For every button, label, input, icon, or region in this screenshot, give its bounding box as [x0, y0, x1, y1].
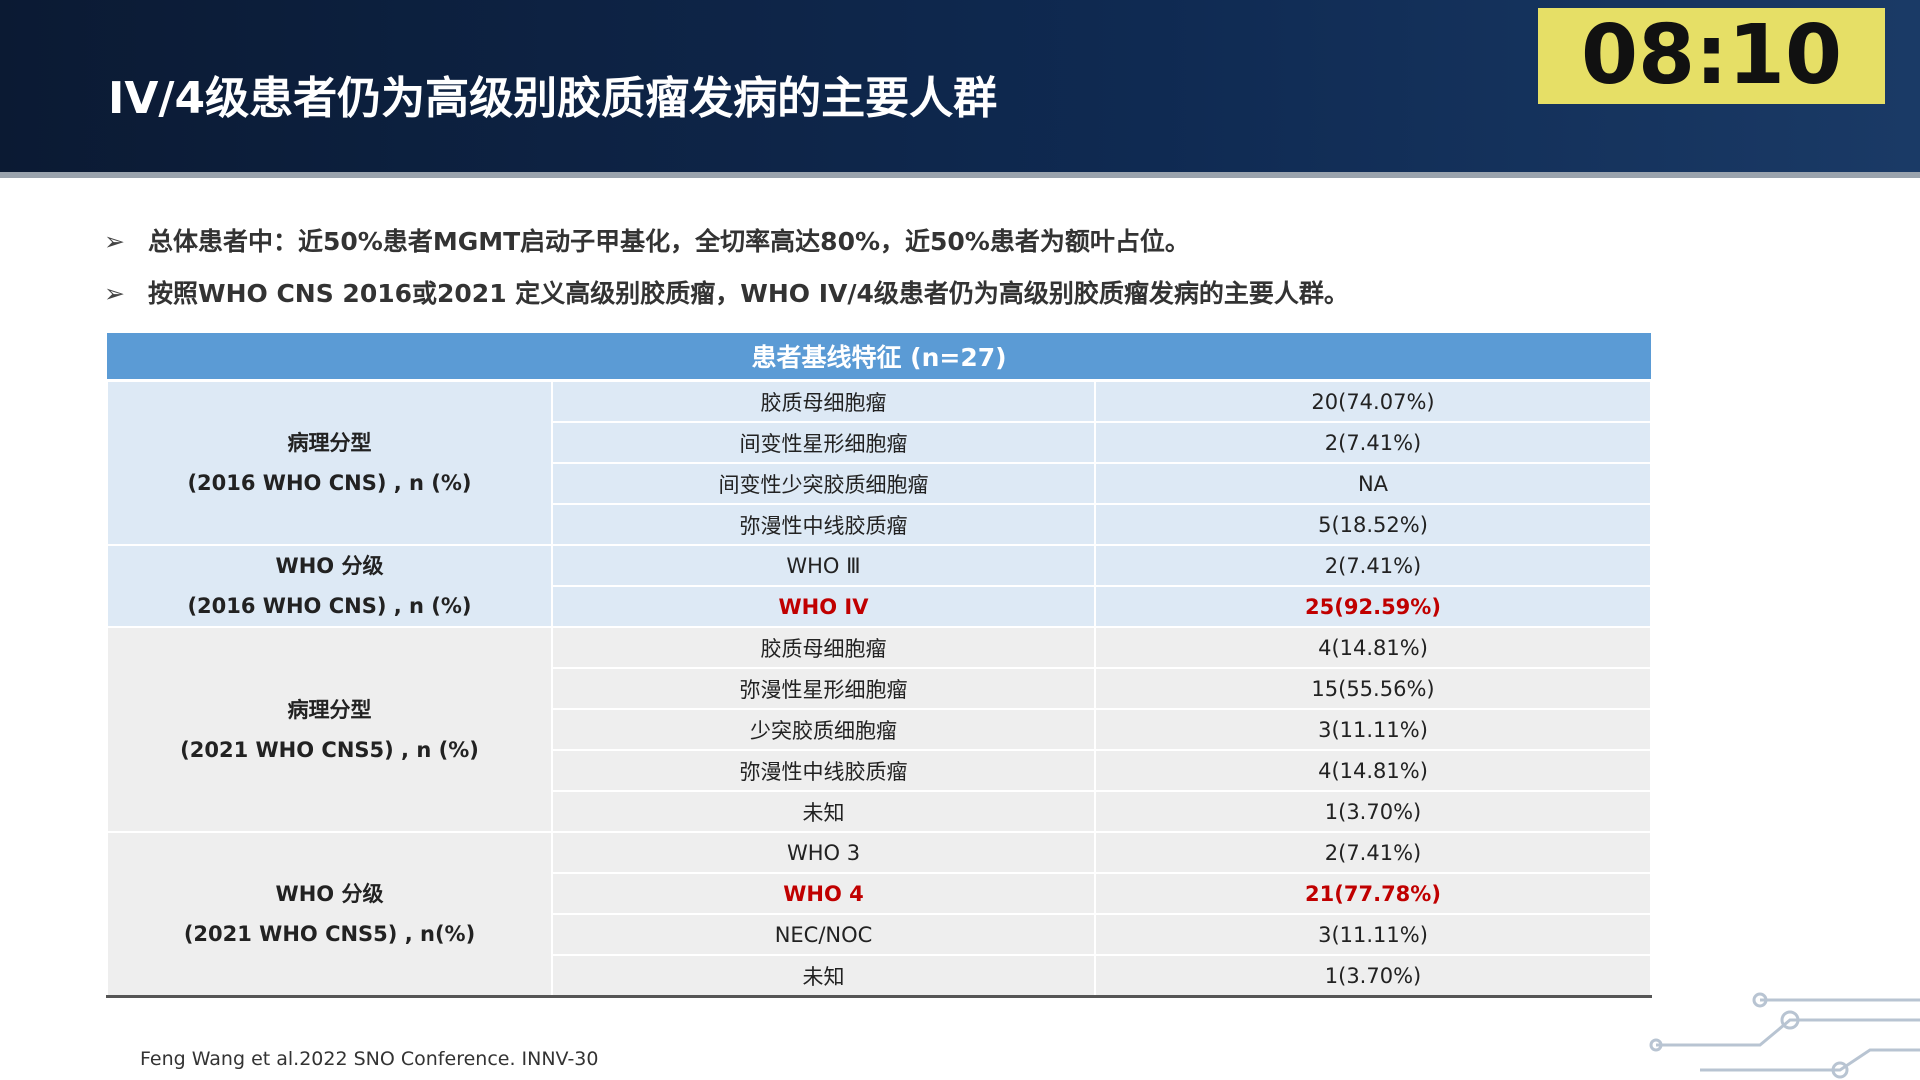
table-row: 病理分型 (2016 WHO CNS) , n (%) 胶质母细胞瘤 20(74.07…	[106, 379, 1652, 546]
value-cell: 3(11.11%)	[1094, 913, 1652, 956]
value-cell: 4(14.81%)	[1094, 749, 1652, 792]
baseline-table: 患者基线特征 (n=27) 病理分型 (2016 WHO CNS) , n (%)…	[106, 333, 1652, 998]
group-label: WHO 分级 (2021 WHO CNS5) , n(%)	[106, 831, 553, 998]
table-header-row: 患者基线特征 (n=27)	[107, 333, 1651, 382]
bullet-arrow: ➢	[104, 227, 125, 256]
table-title: 患者基线特征 (n=27)	[107, 333, 1651, 382]
table-row: 弥漫性中线胶质瘤 5(18.52%)	[107, 503, 1652, 546]
item-cell: 胶质母细胞瘤	[551, 626, 1096, 669]
footnote: Feng Wang et al.2022 SNO Conference. INN…	[140, 1048, 599, 1070]
item-cell: 弥漫性中线胶质瘤	[551, 503, 1096, 546]
group-label: 病理分型 (2016 WHO CNS) , n (%)	[106, 379, 553, 546]
value-cell: 2(7.41%)	[1094, 421, 1652, 464]
group-label-line: (2021 WHO CNS5) , n(%)	[183, 922, 476, 946]
group-label: WHO 分级 (2016 WHO CNS) , n (%)	[106, 544, 553, 628]
item-cell: 间变性少突胶质细胞瘤	[551, 462, 1096, 505]
value-cell: 21(77.78%)	[1094, 872, 1652, 915]
circuit-decoration	[1649, 992, 1920, 1079]
item-cell: 少突胶质细胞瘤	[551, 708, 1096, 751]
group-label-line: 病理分型	[287, 697, 372, 722]
table-body: 病理分型 (2016 WHO CNS) , n (%) 胶质母细胞瘤 20(74.07…	[106, 379, 1652, 998]
item-cell: WHO Ⅲ	[551, 544, 1096, 587]
group-label-line: (2021 WHO CNS5) , n (%)	[180, 737, 479, 762]
item-cell: WHO 3	[551, 831, 1096, 874]
item-cell: 弥漫性中线胶质瘤	[551, 749, 1096, 792]
item-cell: WHO 4	[551, 872, 1096, 915]
bullet-text: 总体患者中：近50%患者MGMT启动子甲基化，全切率高达80%，近50%患者为额…	[148, 227, 1190, 256]
timer: 08:10	[1538, 8, 1885, 104]
bullet-arrow: ➢	[104, 279, 125, 308]
group-label-line: (2016 WHO CNS) , n (%)	[187, 471, 472, 495]
table-row: 未知 1(3.70%)	[107, 790, 1652, 833]
bullet: ➢ 按照WHO CNS 2016或2021 定义高级别胶质瘤，WHO IV/4级患…	[104, 274, 1349, 310]
group-label: 病理分型 (2021 WHO CNS5) , n (%)	[106, 626, 553, 833]
item-cell: 胶质母细胞瘤	[551, 379, 1096, 423]
item-cell: NEC/NOC	[551, 913, 1096, 956]
item-cell: 间变性星形细胞瘤	[551, 421, 1096, 464]
bullet-text: 按照WHO CNS 2016或2021 定义高级别胶质瘤，WHO IV/4级患者…	[148, 279, 1349, 308]
value-cell: 20(74.07%)	[1094, 379, 1652, 423]
value-cell: NA	[1094, 462, 1652, 505]
group-label-line: WHO 分级	[275, 882, 384, 906]
value-cell: 1(3.70%)	[1094, 954, 1652, 998]
group-label-line: 病理分型	[287, 431, 372, 455]
table-row: WHO 分级 (2021 WHO CNS5) , n(%) WHO 3 2(7.41%…	[106, 831, 1652, 998]
table-row: 病理分型 (2021 WHO CNS5) , n (%) 胶质母细胞瘤 4(14.81…	[106, 626, 1652, 833]
header-band: IV/4级患者仍为高级别胶质瘤发病的主要人群 08:10	[0, 0, 1920, 178]
table-row: WHO 分级 (2016 WHO CNS) , n (%) WHO Ⅲ 2(7.41%…	[106, 544, 1652, 628]
group-label-line: (2016 WHO CNS) , n (%)	[187, 594, 472, 618]
value-cell: 25(92.59%)	[1094, 585, 1652, 628]
item-cell: 弥漫性星形细胞瘤	[551, 667, 1096, 710]
value-cell: 15(55.56%)	[1094, 667, 1652, 710]
value-cell: 3(11.11%)	[1094, 708, 1652, 751]
bullet: ➢ 总体患者中：近50%患者MGMT启动子甲基化，全切率高达80%，近50%患者为…	[104, 222, 1190, 258]
item-cell: 未知	[551, 790, 1096, 833]
value-cell: 2(7.41%)	[1094, 544, 1652, 587]
item-cell: 未知	[551, 954, 1096, 998]
value-cell: 2(7.41%)	[1094, 831, 1652, 874]
slide-title: IV/4级患者仍为高级别胶质瘤发病的主要人群	[108, 73, 998, 124]
value-cell: 1(3.70%)	[1094, 790, 1652, 833]
table-row: 间变性星形细胞瘤 2(7.41%)	[107, 421, 1652, 464]
value-cell: 5(18.52%)	[1094, 503, 1652, 546]
value-cell: 4(14.81%)	[1094, 626, 1652, 669]
item-cell: WHO IV	[551, 585, 1096, 628]
group-label-line: WHO 分级	[275, 554, 384, 578]
